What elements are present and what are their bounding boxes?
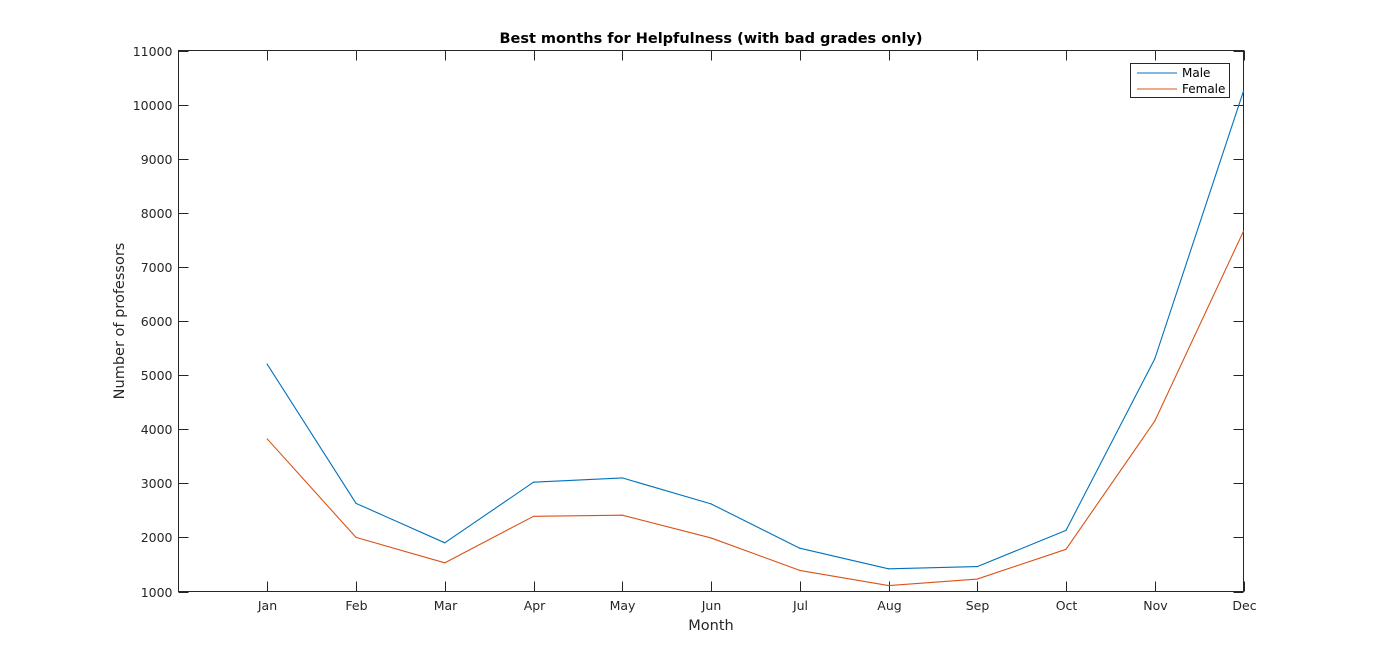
y-axis-title: Number of professors [112, 243, 128, 400]
data-point-male [799, 547, 801, 549]
x-tick-label: Jan [257, 598, 277, 613]
plot-area [178, 50, 1244, 592]
x-tick-label: Oct [1056, 598, 1078, 613]
series-line-male [266, 90, 1245, 570]
legend-label-male: Male [1182, 66, 1210, 80]
y-tick-label: 11000 [133, 44, 173, 59]
y-tick-label: 5000 [141, 368, 173, 383]
x-tick-label: Jun [701, 598, 722, 613]
data-point-male [1065, 529, 1067, 531]
data-point-male [887, 568, 890, 570]
y-tick-label: 9000 [141, 152, 173, 167]
x-axis-ticks: Jan Feb Mar Apr May Jun Jul Aug Sep Oct Nov Dec [257, 50, 1257, 613]
series-lines [266, 90, 1245, 587]
data-point-female [621, 514, 623, 516]
data-point-female [710, 537, 712, 539]
data-point-male [532, 481, 535, 483]
y-tick-label: 10000 [133, 98, 173, 113]
data-point-female [887, 584, 890, 587]
y-axis-ticks: 1000 2000 3000 4000 5000 6000 7000 8000 9000 1000… [133, 44, 1244, 600]
data-point-female [444, 562, 446, 564]
y-tick-label: 6000 [141, 314, 173, 329]
data-point-male [1154, 358, 1156, 360]
data-point-female [799, 569, 801, 572]
series-line-female [266, 230, 1244, 587]
x-tick-label: Sep [966, 598, 990, 613]
data-point-male [976, 566, 978, 568]
x-tick-label: Jul [792, 598, 808, 613]
data-point-female [1065, 548, 1067, 550]
data-point-female [355, 536, 357, 539]
x-tick-label: Feb [345, 598, 367, 613]
y-tick-label: 2000 [141, 530, 173, 545]
data-point-male [710, 503, 712, 505]
data-point-male [444, 542, 446, 544]
legend: Male Female [1130, 63, 1230, 98]
y-tick-label: 4000 [141, 422, 173, 437]
data-point-male [355, 502, 357, 504]
y-tick-label: 3000 [141, 476, 173, 491]
x-tick-label: Aug [877, 598, 901, 613]
y-tick-label: 8000 [141, 206, 173, 221]
x-tick-label: Mar [434, 598, 458, 613]
data-point-male [1242, 90, 1245, 92]
data-point-female [976, 578, 978, 580]
data-point-female [1154, 420, 1156, 422]
y-tick-label: 1000 [141, 585, 173, 600]
data-point-female [266, 438, 268, 440]
x-tick-label: Apr [524, 598, 546, 613]
x-tick-label: Nov [1143, 598, 1168, 613]
x-tick-label: Dec [1232, 598, 1256, 613]
data-point-male [621, 477, 623, 479]
legend-label-female: Female [1182, 82, 1225, 96]
data-point-male [266, 363, 268, 365]
data-point-female [1242, 230, 1245, 232]
chart-title: Best months for Helpfulness (with bad gr… [499, 31, 922, 47]
x-tick-label: May [610, 598, 636, 613]
legend-box [1130, 63, 1230, 98]
data-point-female [532, 515, 535, 517]
y-tick-label: 7000 [141, 260, 173, 275]
x-axis-title: Month [688, 618, 733, 634]
